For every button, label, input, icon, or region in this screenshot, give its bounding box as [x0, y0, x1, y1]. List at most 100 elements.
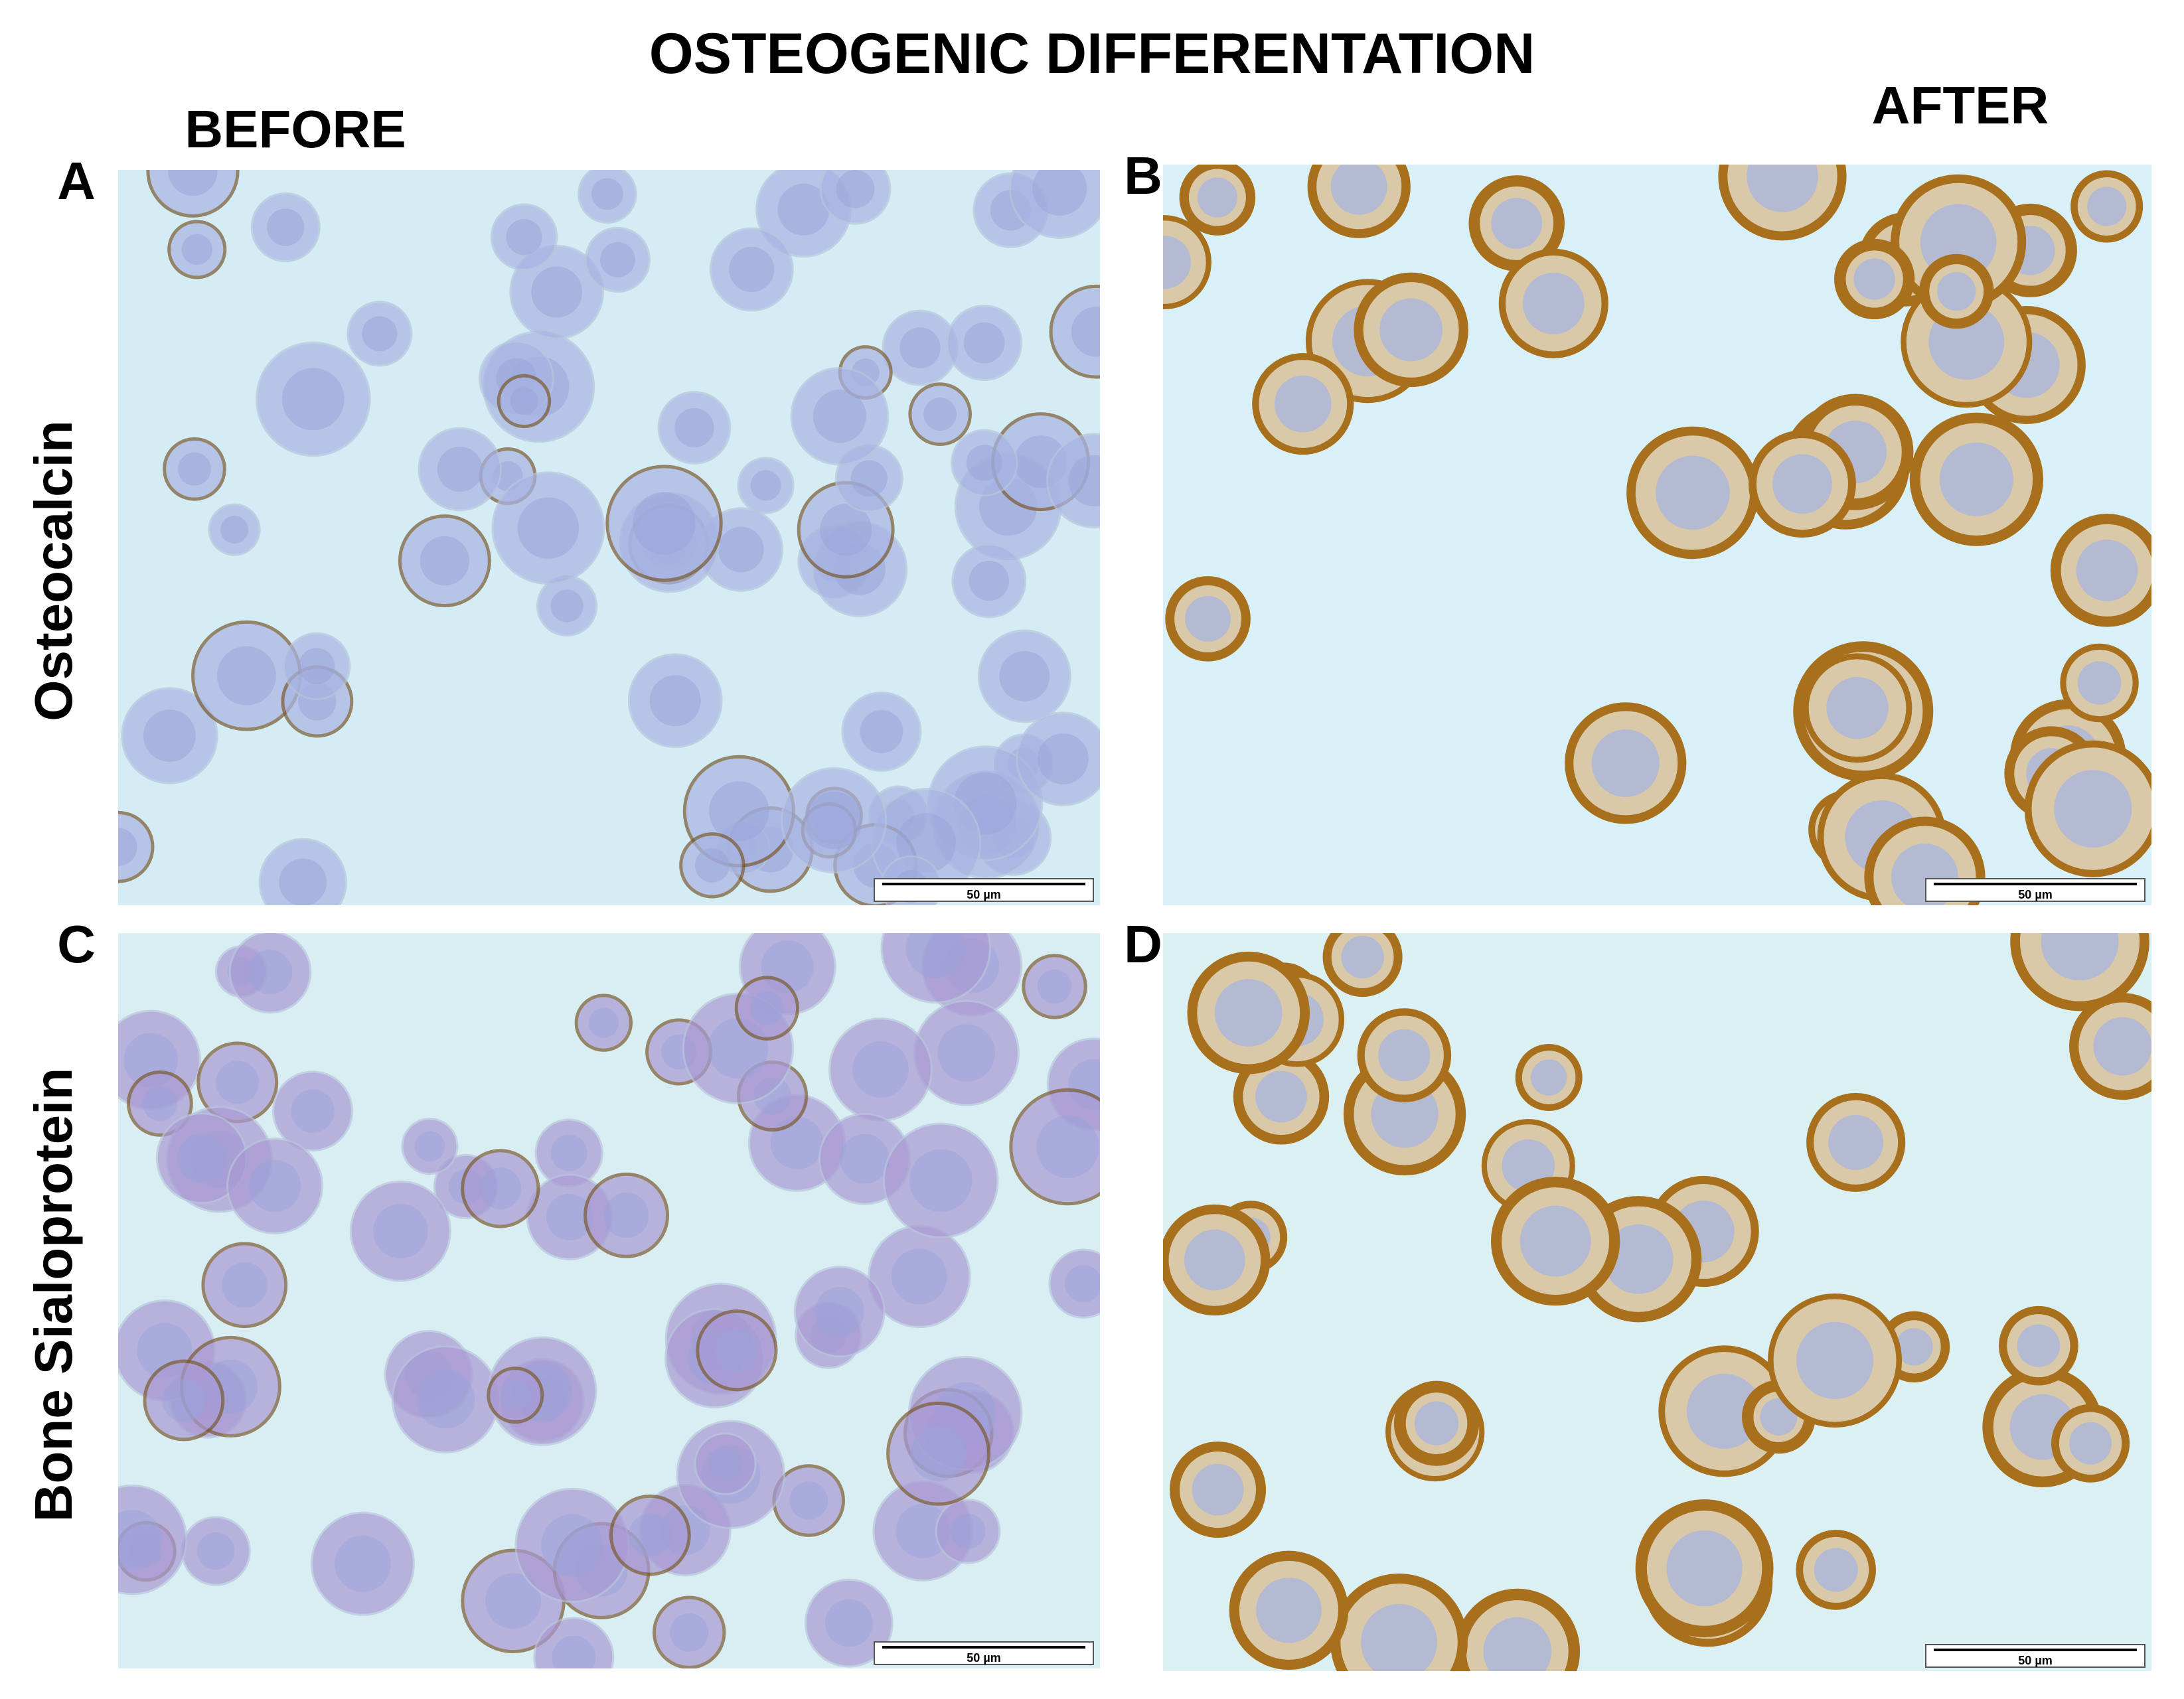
cell-nucleus	[1895, 1328, 1933, 1366]
cell-nucleus	[2087, 186, 2127, 226]
cell-nucleus	[216, 1061, 260, 1104]
cell-nucleus	[603, 1193, 649, 1238]
cell-nucleus	[216, 646, 276, 705]
scale-bar-label: 50 µm	[967, 888, 1000, 901]
cell-nucleus	[335, 1535, 391, 1592]
cell-nucleus	[510, 387, 538, 415]
cell-nucleus	[963, 322, 1005, 364]
cell-nucleus	[937, 1024, 996, 1082]
cell-nucleus	[674, 407, 714, 448]
cell-nucleus	[1814, 1548, 1858, 1592]
cell-nucleus	[1037, 969, 1072, 1004]
cell-nucleus	[588, 1007, 619, 1038]
scale-bar-box	[1925, 878, 2145, 902]
cell-nucleus	[1491, 198, 1543, 249]
cell-nucleus	[591, 178, 623, 210]
cell-nucleus	[709, 781, 769, 842]
cell-nucleus	[770, 1116, 824, 1169]
cell-nucleus	[1826, 677, 1889, 739]
cell-nucleus	[420, 536, 469, 586]
cell-nucleus	[142, 1086, 178, 1121]
cell-nucleus	[281, 368, 345, 431]
cell-nucleus	[860, 710, 903, 753]
scale-bar-label: 50 µm	[2018, 1654, 2052, 1667]
cell-nucleus	[1379, 298, 1443, 362]
cell-nucleus	[373, 1203, 428, 1259]
cell-nucleus	[2054, 770, 2132, 848]
cell-nucleus	[177, 1133, 226, 1183]
cell-nucleus	[1796, 1321, 1874, 1399]
micrograph-panel: 50 µm	[1163, 933, 2151, 1671]
cell-nucleus	[670, 1613, 709, 1652]
cell-nucleus	[479, 1167, 522, 1210]
cell-nucleus	[2076, 539, 2138, 601]
cell-nucleus	[815, 1287, 864, 1337]
cell-nucleus	[1256, 1578, 1322, 1643]
cell-nucleus	[966, 445, 1002, 481]
cell-nucleus	[2069, 1422, 2112, 1465]
cell-nucleus	[485, 1573, 541, 1629]
cell-nucleus	[1274, 375, 1332, 433]
cell-nucleus	[891, 1248, 947, 1305]
cell-nucleus	[248, 950, 293, 995]
cell-nucleus	[1414, 1401, 1459, 1445]
cell-nucleus	[729, 246, 775, 293]
cell-nucleus	[708, 1447, 742, 1481]
panel-label: B	[1124, 146, 1162, 205]
cell-nucleus	[633, 492, 696, 555]
micrograph-panel: 50 µm	[1163, 165, 2151, 905]
cell-nucleus	[267, 208, 305, 246]
cell-nucleus	[1666, 1530, 1743, 1607]
cell-nucleus	[1185, 595, 1231, 642]
panels: 50 µm A 50 µm B 50 µm C 50 µm D	[57, 146, 2151, 1671]
cell-nucleus	[896, 1503, 951, 1558]
cell-nucleus	[852, 1041, 909, 1098]
cell-nucleus	[291, 1089, 335, 1133]
cell-nucleus	[813, 390, 866, 443]
micrograph-panel: 50 µm	[118, 933, 1100, 1668]
scale-bar-label: 50 µm	[967, 1651, 1000, 1664]
cell-nucleus	[552, 1635, 596, 1668]
cell-nucleus	[541, 1514, 603, 1577]
cell-nucleus	[1197, 177, 1237, 218]
cell-nucleus	[805, 791, 863, 850]
cell-nucleus	[1330, 165, 1387, 215]
cell-nucleus	[517, 497, 580, 559]
cell-nucleus	[178, 452, 211, 486]
cell-nucleus	[1361, 1603, 1437, 1671]
cell-nucleus	[2041, 933, 2119, 981]
cell-nucleus	[168, 170, 218, 196]
cell-nucleus	[2093, 1017, 2151, 1076]
cell-nucleus	[118, 1510, 163, 1570]
cell-nucleus	[840, 1134, 890, 1184]
scale-bar-box	[874, 1641, 1094, 1665]
cell-nucleus	[1032, 170, 1087, 216]
cell-nucleus	[899, 327, 941, 368]
cell-nucleus	[950, 1513, 986, 1549]
cell-nucleus	[1530, 1059, 1567, 1096]
cell-nucleus	[162, 1378, 206, 1422]
cell-nucleus	[694, 848, 730, 883]
row-label: Bone Sialoprotein	[24, 1068, 83, 1522]
cell-nucleus	[416, 1370, 475, 1429]
cell-nucleus	[628, 1513, 672, 1557]
column-label: BEFORE	[185, 100, 406, 159]
cell-nucleus	[550, 589, 584, 623]
cell-nucleus	[1591, 729, 1660, 797]
cell-nucleus	[298, 648, 335, 685]
cell-nucleus	[248, 1159, 301, 1213]
cell-nucleus	[414, 1131, 445, 1162]
panel-label: D	[1124, 915, 1162, 974]
scale-bar-box	[874, 878, 1094, 902]
cell-nucleus	[1068, 455, 1100, 506]
cell-nucleus	[1255, 1071, 1307, 1123]
cell-nucleus	[1483, 1617, 1552, 1671]
cell-nucleus	[1937, 271, 1976, 311]
micrograph-panel: 50 µm	[118, 170, 1100, 905]
cell-nucleus	[836, 170, 875, 208]
cell-nucleus	[1163, 236, 1192, 289]
cell-nucleus	[750, 470, 781, 501]
cell-nucleus	[715, 1329, 759, 1372]
